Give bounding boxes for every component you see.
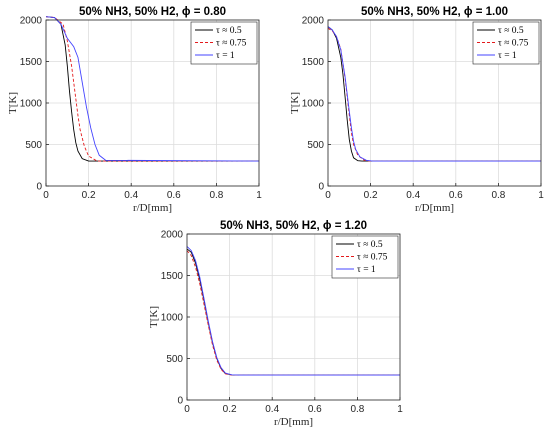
legend-label-red: τ ≈ 0.75 <box>498 39 529 49</box>
x-tick-label: 0 <box>325 190 331 201</box>
legend-label-red: τ ≈ 0.75 <box>357 253 388 263</box>
legend: τ ≈ 0.5 τ ≈ 0.75 τ = 1 <box>472 21 540 65</box>
x-tick-label: 0.2 <box>82 190 96 201</box>
legend: τ ≈ 0.5 τ ≈ 0.75 τ = 1 <box>331 235 399 279</box>
y-tick-label: 0 <box>177 396 183 407</box>
axes-frame <box>186 233 401 401</box>
legend-label-blue: τ = 1 <box>216 51 235 61</box>
y-tick-label: 2000 <box>302 16 325 27</box>
legend-label-black: τ ≈ 0.5 <box>498 26 524 36</box>
x-tick-label: 0.4 <box>406 190 420 201</box>
chart-1: 0 0.2 0.4 0.6 0.8 1 0 500 1000 1500 2000 50% NH3, 5… <box>7 6 262 214</box>
x-tick-label: 0.4 <box>265 404 279 415</box>
legend-label-blue: τ = 1 <box>498 51 517 61</box>
y-tick-label: 0 <box>318 182 324 193</box>
chart-2: 0 0.2 0.4 0.6 0.8 1 0 500 1000 1500 2000 50% NH3, 5… <box>289 6 544 214</box>
x-tick-label: 0 <box>43 190 49 201</box>
legend: τ ≈ 0.5 τ ≈ 0.75 τ = 1 <box>190 21 258 65</box>
legend-label-black: τ ≈ 0.5 <box>216 26 242 36</box>
x-tick-label: 1 <box>256 190 262 201</box>
legend-label-black: τ ≈ 0.5 <box>357 240 383 250</box>
y-tick-label: 1500 <box>20 57 43 68</box>
x-tick-label: 0.2 <box>364 190 378 201</box>
y-tick-label: 1000 <box>161 313 184 324</box>
y-tick-label: 0 <box>36 182 42 193</box>
y-axis-label: T[K] <box>148 306 160 328</box>
legend-label-red: τ ≈ 0.75 <box>216 39 247 49</box>
y-axis-label: T[K] <box>7 92 19 114</box>
y-tick-label: 2000 <box>20 16 43 27</box>
series-line-black <box>327 26 541 162</box>
legend-label-blue: τ = 1 <box>357 265 376 275</box>
x-tick-label: 1 <box>397 404 403 415</box>
y-tick-label: 500 <box>166 354 183 365</box>
x-axis-label: r/D[mm] <box>415 202 454 214</box>
chart-3: 0 0.2 0.4 0.6 0.8 1 0 500 1000 1500 2000 50% NH3, 5… <box>148 220 403 428</box>
series-line-red <box>45 16 259 162</box>
legend-box <box>331 235 399 279</box>
x-tick-label: 0.8 <box>350 404 364 415</box>
y-tick-label: 1500 <box>302 57 325 68</box>
x-tick-label: 0.6 <box>308 404 322 415</box>
y-tick-label: 500 <box>307 140 324 151</box>
legend-box <box>190 21 258 65</box>
axes-frame <box>45 19 260 187</box>
x-tick-label: 1 <box>538 190 544 201</box>
x-tick-label: 0 <box>184 404 190 415</box>
chart-title: 50% NH3, 50% H2, ϕ = 1.00 <box>361 6 508 18</box>
x-tick-label: 0.6 <box>167 190 181 201</box>
series-line-blue <box>327 26 541 162</box>
y-tick-label: 1500 <box>161 271 184 282</box>
series-line-blue <box>45 16 260 162</box>
series-line-blue <box>186 246 400 376</box>
y-tick-label: 1000 <box>302 99 325 110</box>
x-tick-label: 0.2 <box>223 404 237 415</box>
x-axis-label: r/D[mm] <box>274 416 313 428</box>
y-tick-label: 1000 <box>20 99 43 110</box>
x-tick-label: 0.6 <box>449 190 463 201</box>
legend-box <box>472 21 540 65</box>
x-tick-label: 0.8 <box>209 190 223 201</box>
x-tick-label: 0.4 <box>124 190 138 201</box>
x-tick-label: 0.8 <box>491 190 505 201</box>
y-tick-label: 2000 <box>161 230 184 241</box>
y-tick-label: 500 <box>25 140 42 151</box>
chart-title: 50% NH3, 50% H2, ϕ = 1.20 <box>220 220 367 232</box>
axes-frame <box>327 19 542 187</box>
x-axis-label: r/D[mm] <box>133 202 172 214</box>
y-axis-label: T[K] <box>289 92 301 114</box>
chart-title: 50% NH3, 50% H2, ϕ = 0.80 <box>79 6 226 18</box>
